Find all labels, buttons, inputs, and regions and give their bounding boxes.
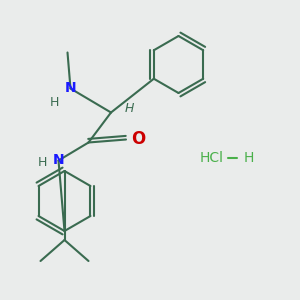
Text: H: H	[37, 155, 47, 169]
Text: H: H	[124, 101, 134, 115]
Text: N: N	[53, 154, 64, 167]
Text: H: H	[244, 151, 254, 164]
Text: H: H	[49, 95, 59, 109]
Text: O: O	[131, 130, 145, 148]
Text: N: N	[65, 82, 76, 95]
Text: HCl: HCl	[200, 151, 224, 164]
